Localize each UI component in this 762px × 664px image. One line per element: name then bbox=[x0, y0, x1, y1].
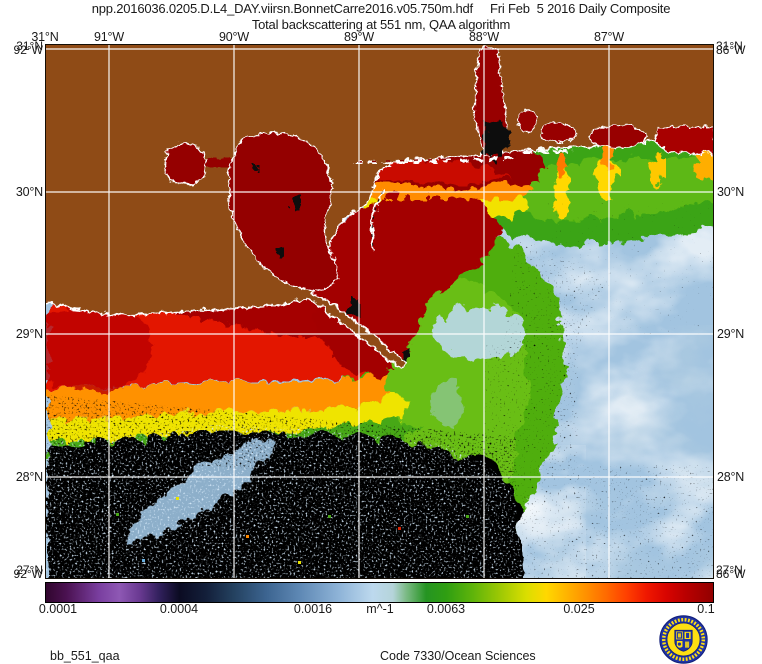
organization-block: Code 7330/Ocean Sciences Naval Research … bbox=[380, 619, 536, 664]
corner-lon: 92°W bbox=[13, 43, 43, 57]
axis-label-91w: 91°W bbox=[94, 30, 124, 44]
corner-lon: 92°W bbox=[13, 567, 43, 581]
colorbar-gradient bbox=[45, 582, 714, 603]
inland-lakes bbox=[162, 131, 338, 289]
subtitle: Total backscattering at 551 nm, QAA algo… bbox=[251, 17, 511, 32]
colorbar-tick-3: 0.0063 bbox=[426, 602, 466, 616]
coastal-bays bbox=[473, 46, 713, 157]
backscatter-map-image bbox=[46, 45, 713, 578]
axis-label-left-28n: 28°N bbox=[15, 470, 43, 484]
speckle-overlays bbox=[46, 200, 713, 578]
axis-label-right-30n: 30°N bbox=[717, 185, 745, 199]
axis-label-left-29n: 29°N bbox=[15, 327, 43, 341]
composite-date: Fri Feb 5 2016 Daily Composite bbox=[490, 1, 671, 16]
axis-label-88w: 88°W bbox=[469, 30, 499, 44]
corner-lon: 86°W bbox=[716, 567, 746, 581]
colorbar-tick-1: 0.0004 bbox=[159, 602, 199, 616]
gridlines bbox=[46, 45, 713, 578]
axis-label-left-30n: 30°N bbox=[15, 185, 43, 199]
corner-lat: 27°N bbox=[716, 563, 743, 577]
org-code: Code 7330/Ocean Sciences bbox=[380, 649, 536, 663]
title-bar: npp.2016036.0205.D.L4_DAY.viirsn.BonnetC… bbox=[0, 1, 762, 32]
axis-label-87w: 87°W bbox=[594, 30, 624, 44]
corner-label-bottom-right: 86°W 27°N bbox=[716, 563, 760, 581]
colorbar-tick-4: 0.025 bbox=[563, 602, 595, 616]
product-filename: npp.2016036.0205.D.L4_DAY.viirsn.BonnetC… bbox=[91, 1, 473, 16]
colorbar-tick-2: 0.0016 bbox=[293, 602, 333, 616]
corner-label-top-right: 86°W 31°N bbox=[716, 39, 760, 57]
corner-lat: 31°N bbox=[716, 39, 743, 53]
axis-label-right-28n: 28°N bbox=[717, 470, 745, 484]
title-gap bbox=[473, 1, 490, 16]
corner-lon: 86°W bbox=[716, 43, 746, 57]
axis-label-right-29n: 29°N bbox=[717, 327, 745, 341]
colorbar-unit: m^-1 bbox=[366, 602, 394, 616]
seal-shield bbox=[674, 629, 693, 652]
axis-label-31n: 31°N bbox=[31, 30, 59, 44]
nrl-seal-logo bbox=[659, 615, 708, 664]
product-variable: bb_551_qaa bbox=[50, 649, 120, 663]
corner-lat: 27°N bbox=[16, 563, 43, 577]
map-canvas bbox=[45, 44, 714, 579]
colorbar-tick-5: 0.1 bbox=[697, 602, 715, 616]
axis-label-89w: 89°W bbox=[344, 30, 374, 44]
product-info-block: bb_551_qaa BonnetCarre2016 (VIIRSN-npp) … bbox=[50, 619, 227, 664]
corner-lat: 31°N bbox=[16, 39, 43, 53]
colorbar-tick-0: 0.0001 bbox=[38, 602, 78, 616]
corner-label-top-left: 92°W 31°N bbox=[1, 39, 45, 57]
axis-label-90w: 90°W bbox=[219, 30, 249, 44]
corner-label-bottom-left: 92°W 27°N bbox=[1, 563, 45, 581]
